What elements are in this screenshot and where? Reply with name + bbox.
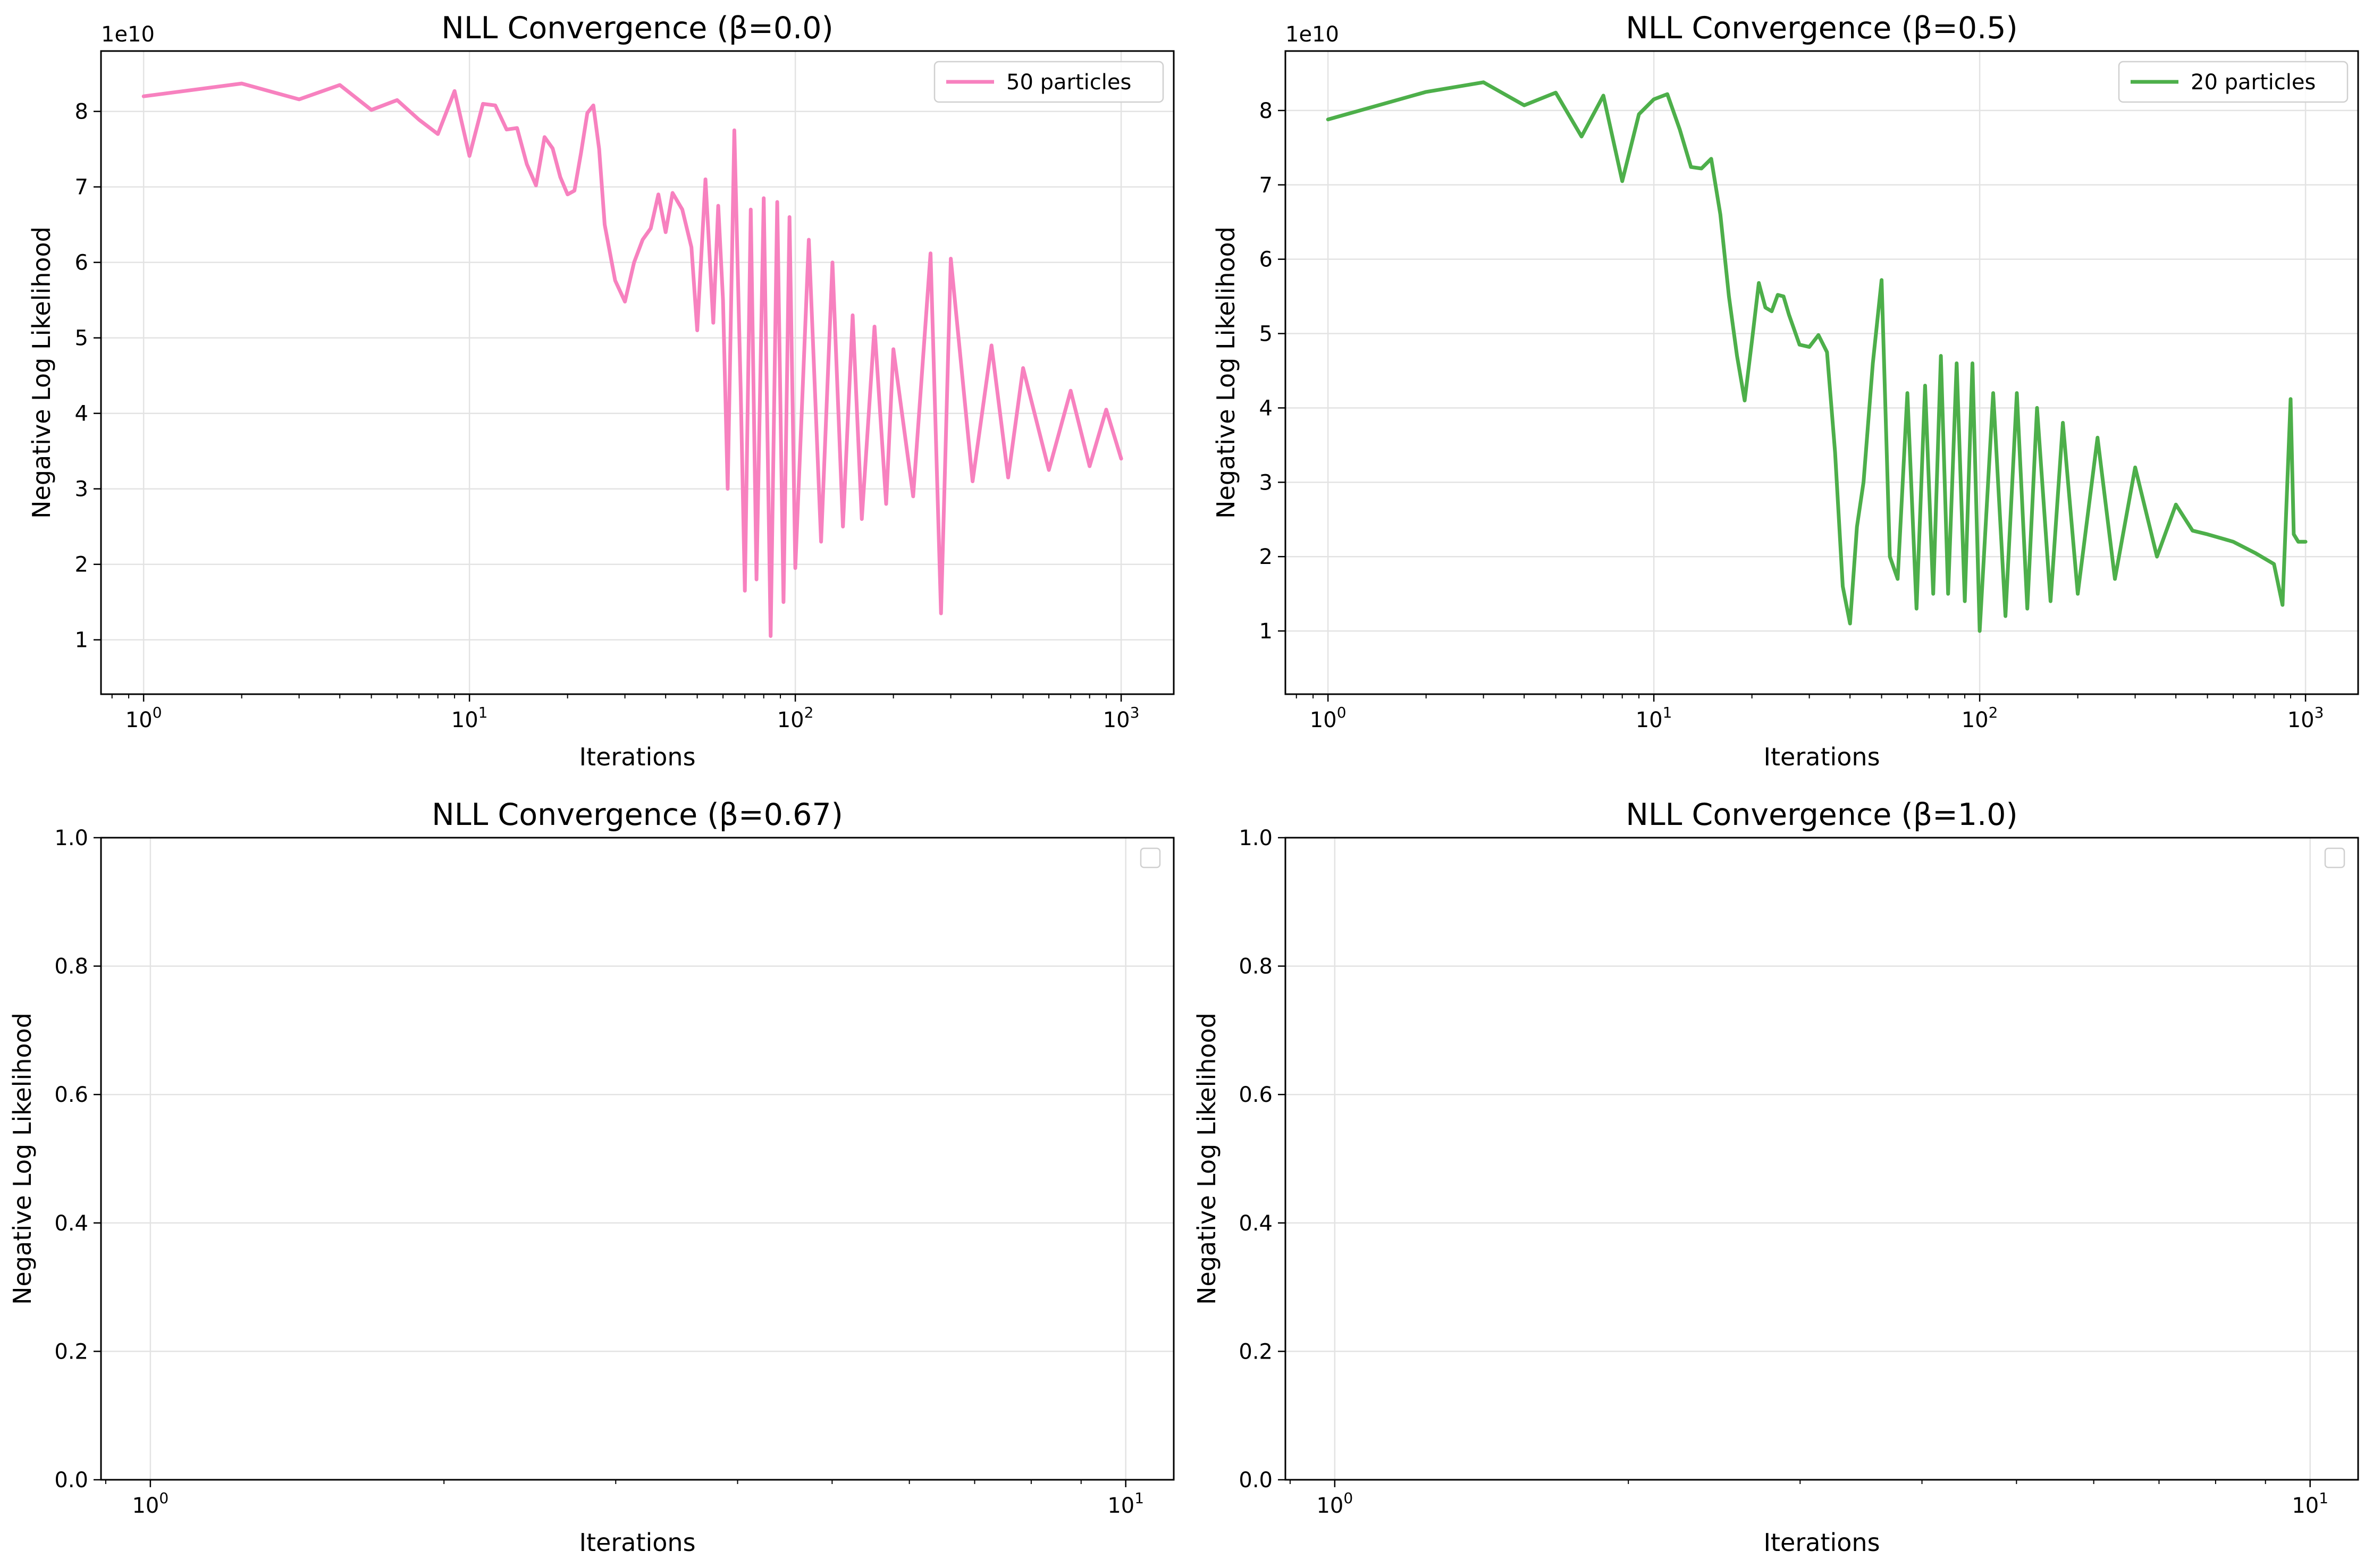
axes-frame bbox=[100, 50, 1175, 695]
y-tick-label: 6 bbox=[75, 251, 88, 275]
y-tick-label: 0.4 bbox=[1239, 1211, 1273, 1236]
axes-frame bbox=[1284, 50, 2359, 695]
y-tick-label: 1.0 bbox=[1239, 826, 1273, 850]
chart-title: NLL Convergence (β=0.0) bbox=[441, 11, 833, 46]
y-axis-label: Negative Log Likelihood bbox=[1192, 1013, 1221, 1305]
y-tick-label: 4 bbox=[1259, 396, 1273, 420]
y-tick-label: 8 bbox=[1259, 99, 1273, 123]
axes-frame bbox=[100, 837, 1175, 1481]
x-axis-label: Iterations bbox=[579, 1528, 695, 1557]
x-tick-label: 101 bbox=[1107, 1489, 1144, 1518]
y-tick-label: 1.0 bbox=[54, 826, 88, 850]
chart-title: NLL Convergence (β=0.5) bbox=[1626, 11, 2017, 46]
x-tick-label: 100 bbox=[1310, 704, 1347, 732]
x-axis-label: Iterations bbox=[579, 743, 695, 771]
y-tick-label: 0.0 bbox=[1239, 1468, 1273, 1493]
x-tick-label: 103 bbox=[2287, 704, 2324, 732]
chart-panel-1: 100 101 102 103 1 2 3 4 5 6 7 8 1e10 NLL Convergence … bbox=[27, 11, 1175, 771]
series-line bbox=[1326, 80, 2308, 633]
plot-area bbox=[101, 838, 1174, 1480]
empty-legend-box bbox=[2324, 847, 2345, 869]
y-tick-label: 4 bbox=[75, 402, 88, 426]
y-tick-label: 8 bbox=[75, 100, 88, 124]
y-tick-label: 7 bbox=[75, 175, 88, 200]
x-tick-label: 100 bbox=[132, 1489, 169, 1518]
chart-title: NLL Convergence (β=1.0) bbox=[1626, 797, 2017, 832]
y-tick-label: 3 bbox=[75, 477, 88, 502]
plot-area bbox=[1285, 838, 2358, 1480]
y-offset-text: 1e10 bbox=[101, 22, 155, 47]
y-tick-label: 5 bbox=[1259, 322, 1273, 347]
y-tick-label: 0.8 bbox=[1239, 955, 1273, 979]
chart-panel-4: 100 101 0.0 0.2 0.4 0.6 0.8 1.0 NLL Convergence … bbox=[1192, 797, 2359, 1557]
legend: 50 particles bbox=[933, 61, 1164, 103]
x-tick-label: 102 bbox=[1962, 704, 1998, 732]
legend-label: 20 particles bbox=[2191, 70, 2316, 95]
y-tick-label: 2 bbox=[1259, 545, 1273, 569]
axes-frame bbox=[1284, 837, 2359, 1481]
y-tick-label: 3 bbox=[1259, 470, 1273, 495]
y-tick-label: 7 bbox=[1259, 173, 1273, 198]
x-tick-label: 100 bbox=[1316, 1489, 1353, 1518]
y-tick-label: 0.0 bbox=[54, 1468, 88, 1493]
plot-area bbox=[1285, 51, 2358, 694]
y-tick-label: 0.4 bbox=[54, 1211, 88, 1236]
series-line bbox=[141, 81, 1123, 638]
y-tick-label: 0.6 bbox=[54, 1083, 88, 1107]
x-tick-label: 101 bbox=[2292, 1489, 2328, 1518]
y-tick-label: 5 bbox=[75, 326, 88, 351]
empty-legend-box bbox=[1140, 847, 1161, 869]
y-tick-label: 2 bbox=[75, 553, 88, 577]
x-tick-label: 102 bbox=[777, 704, 814, 732]
chart-title: NLL Convergence (β=0.67) bbox=[432, 797, 843, 832]
y-tick-label: 1 bbox=[75, 628, 88, 653]
plot-area bbox=[101, 51, 1174, 694]
y-tick-label: 0.6 bbox=[1239, 1083, 1273, 1107]
y-tick-label: 0.2 bbox=[54, 1339, 88, 1364]
y-axis-label: Negative Log Likelihood bbox=[27, 226, 56, 519]
legend-box bbox=[933, 61, 1164, 103]
x-tick-label: 101 bbox=[1636, 704, 1672, 732]
y-offset-text: 1e10 bbox=[1285, 22, 1339, 47]
y-tick-label: 6 bbox=[1259, 248, 1273, 272]
y-tick-label: 0.8 bbox=[54, 955, 88, 979]
x-tick-label: 103 bbox=[1103, 704, 1140, 732]
legend-box bbox=[2118, 61, 2349, 103]
x-axis-label: Iterations bbox=[1763, 1528, 1880, 1557]
y-axis-label: Negative Log Likelihood bbox=[8, 1013, 37, 1305]
y-tick-label: 0.2 bbox=[1239, 1339, 1273, 1364]
y-tick-label: 1 bbox=[1259, 619, 1273, 644]
chart-panel-2: 100 101 102 103 1 2 3 4 5 6 7 8 1e10 NLL Convergence … bbox=[1211, 11, 2359, 771]
chart-panel-3: 100 101 0.0 0.2 0.4 0.6 0.8 1.0 NLL Convergence … bbox=[8, 797, 1175, 1557]
y-axis-label: Negative Log Likelihood bbox=[1211, 226, 1240, 519]
x-tick-label: 101 bbox=[451, 704, 488, 732]
legend-label: 50 particles bbox=[1006, 70, 1131, 95]
x-axis-label: Iterations bbox=[1763, 743, 1880, 771]
x-tick-label: 100 bbox=[125, 704, 162, 732]
legend: 20 particles bbox=[2118, 61, 2349, 103]
